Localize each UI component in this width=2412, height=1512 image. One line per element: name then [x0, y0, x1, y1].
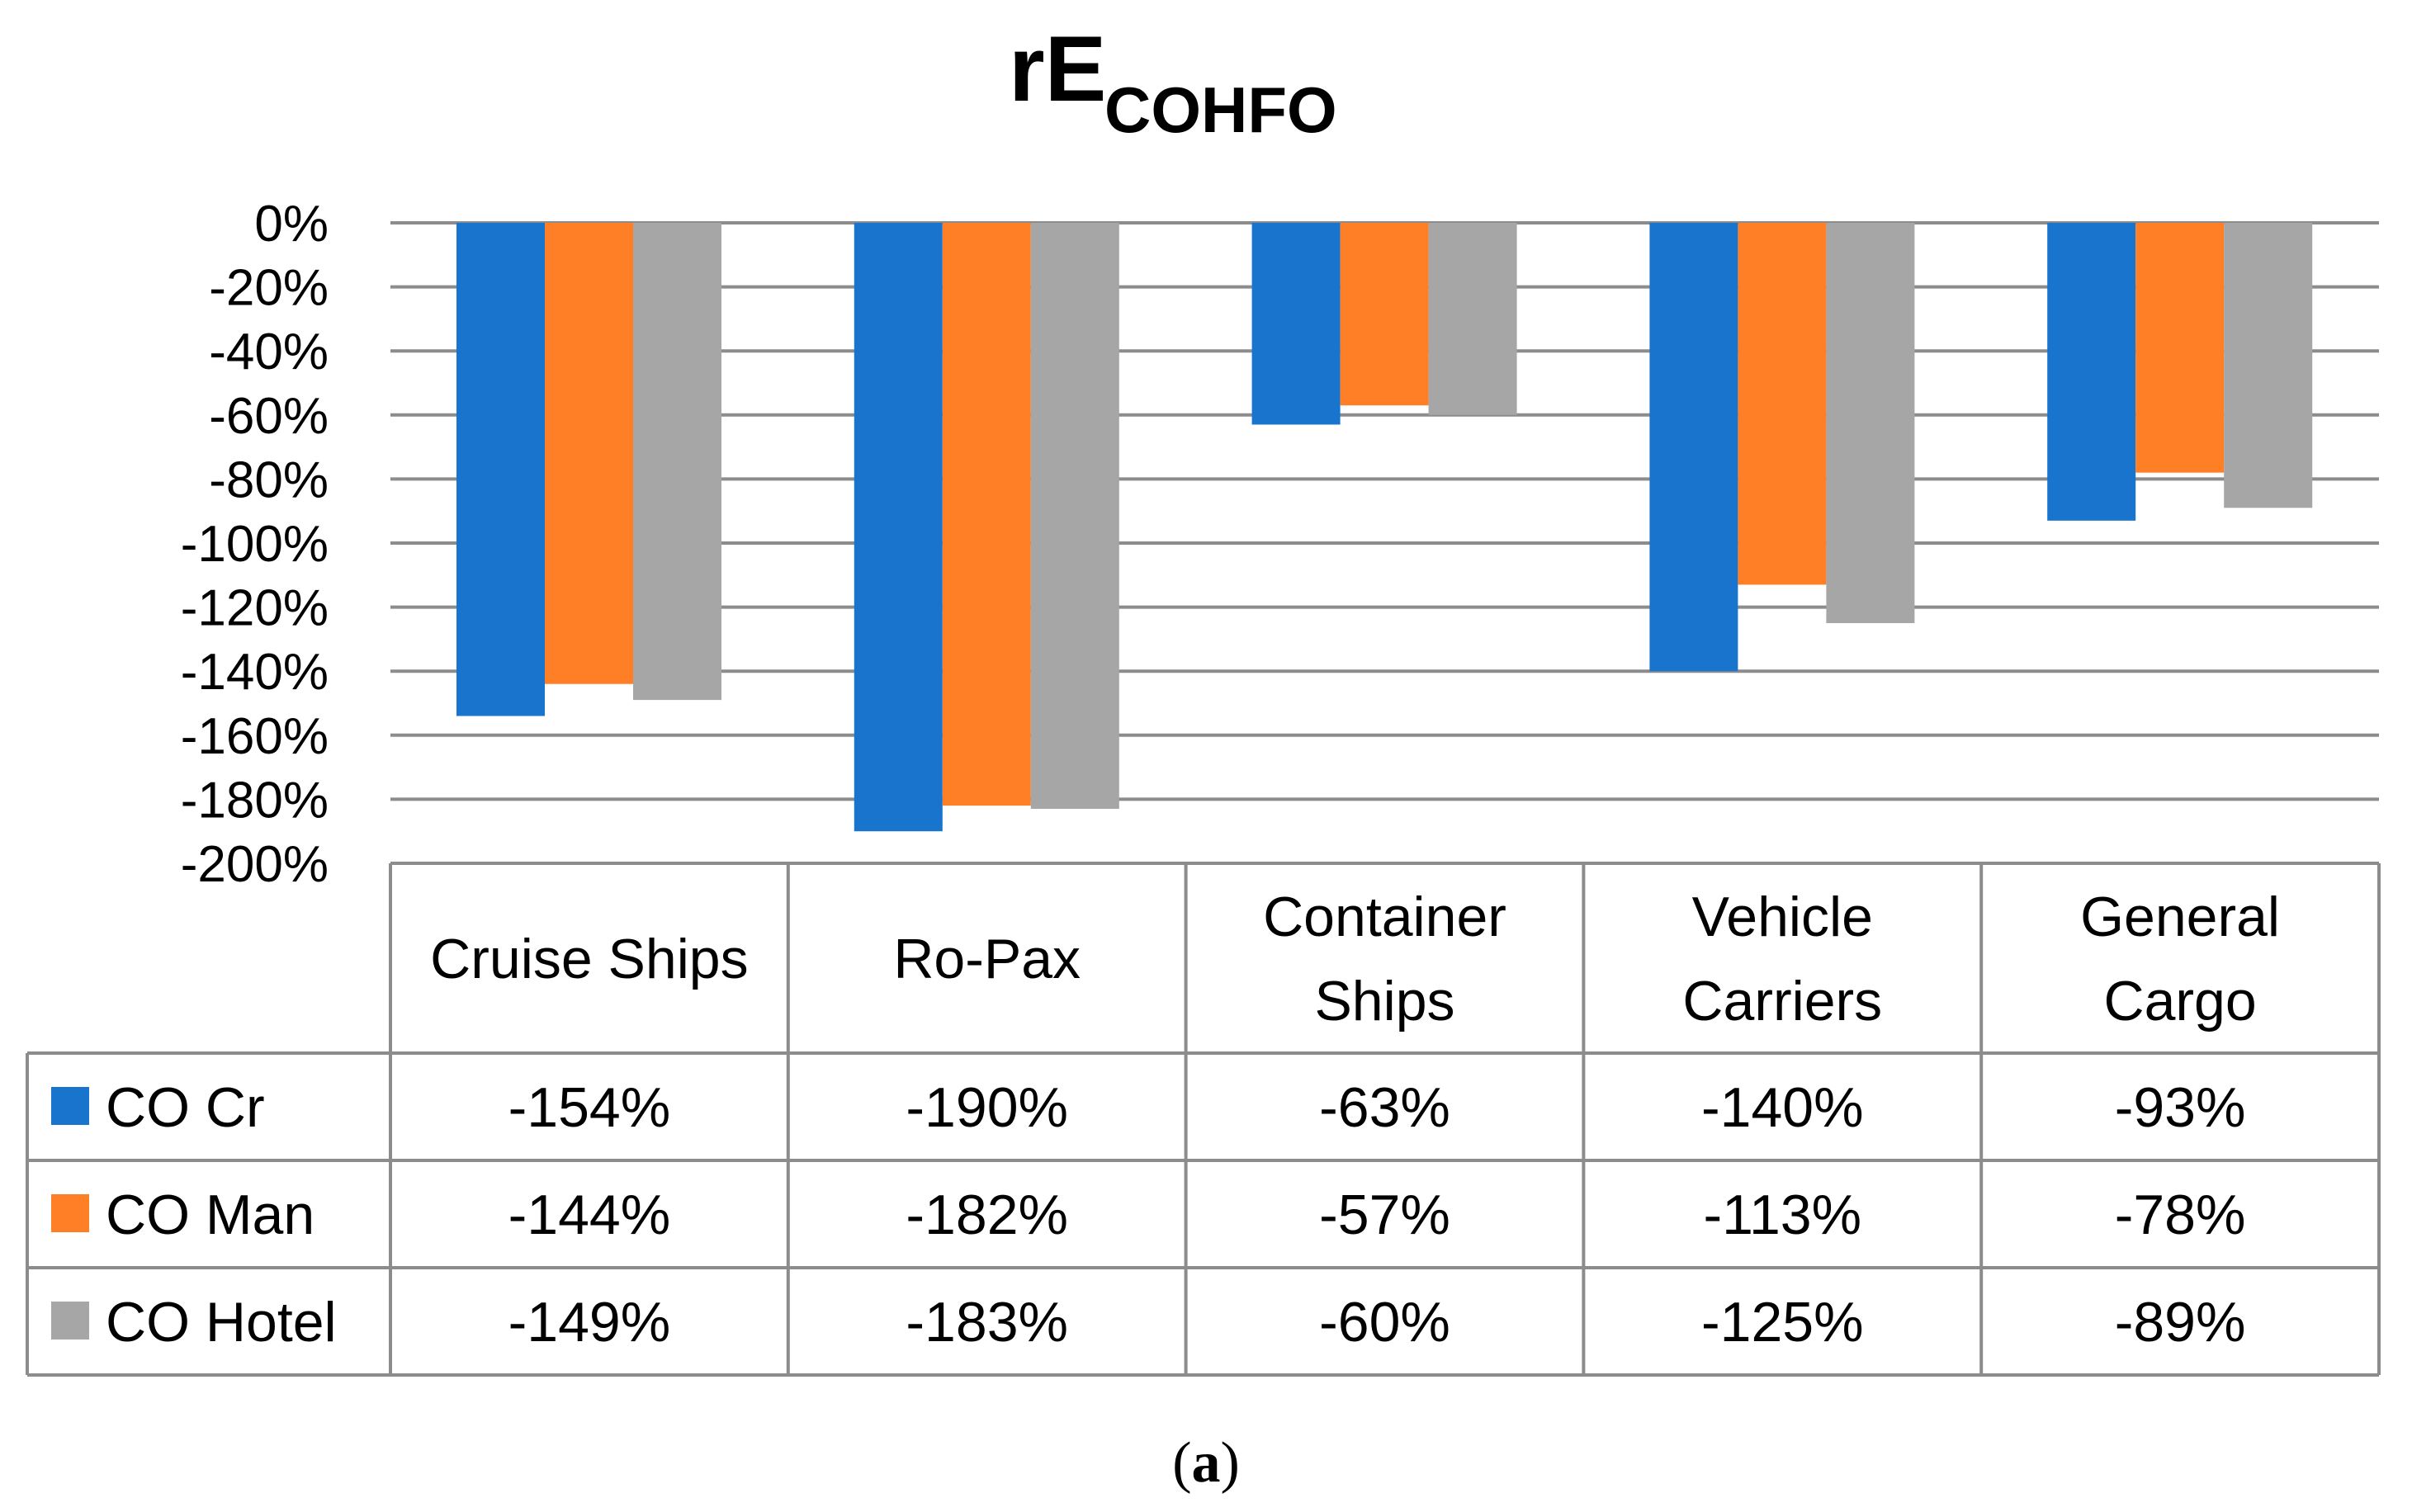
bar-3-2	[1030, 223, 1119, 810]
bar-2-5	[2135, 223, 2225, 473]
table-cell-value: -182%	[906, 1184, 1068, 1246]
y-tick-label: -60%	[209, 388, 329, 445]
bar-1-1	[456, 223, 545, 716]
table-cell-value: -140%	[1701, 1076, 1864, 1139]
bars	[456, 223, 2313, 832]
bar-1-2	[854, 223, 943, 832]
table-cell-value: -93%	[2115, 1076, 2246, 1139]
table-cell-value: -89%	[2115, 1291, 2246, 1354]
bar-2-1	[545, 223, 633, 684]
table-cell-value: -125%	[1701, 1291, 1864, 1354]
category-label: Cruise Ships	[430, 928, 749, 990]
y-tick-label: -120%	[181, 580, 329, 637]
table-cell-value: -183%	[906, 1291, 1068, 1354]
category-label: Ships	[1314, 970, 1454, 1032]
category-label: Ro-Pax	[893, 928, 1081, 990]
y-tick-label: -180%	[181, 772, 329, 829]
legend-label: CO Cr	[106, 1076, 265, 1139]
bar-1-5	[2047, 223, 2136, 521]
bar-3-4	[1826, 223, 1915, 623]
category-label: Vehicle	[1692, 886, 1873, 948]
bar-3-3	[1428, 223, 1517, 415]
legend-label: CO Hotel	[106, 1291, 337, 1354]
gridlines	[390, 221, 2379, 865]
figure-caption: (a)	[1172, 1431, 1240, 1495]
bar-3-1	[633, 223, 721, 701]
y-tick-label: -200%	[181, 836, 329, 893]
bar-1-3	[1251, 223, 1341, 425]
table-cell-value: -144%	[508, 1184, 671, 1246]
table-cell-value: -113%	[1704, 1184, 1862, 1246]
table-cell-value: -190%	[906, 1076, 1068, 1139]
table-cell-value: -63%	[1319, 1076, 1450, 1139]
chart-title: rE COHFO	[1009, 17, 1337, 146]
y-tick-label: -160%	[181, 708, 329, 765]
table-cell-value: -149%	[508, 1291, 671, 1354]
data-table: Cruise Ships Ro-Pax Container Ships Vehicle C…	[26, 863, 2381, 1377]
y-tick-label: 0%	[254, 196, 329, 253]
table-cell-value: -57%	[1319, 1184, 1450, 1246]
category-label: General	[2080, 886, 2280, 948]
table-cell-value: -154%	[508, 1076, 671, 1139]
table-cell-value: -60%	[1319, 1291, 1450, 1354]
bar-2-2	[942, 223, 1031, 806]
y-tick-label: -140%	[181, 644, 329, 701]
bar-3-5	[2224, 223, 2313, 508]
legend-label: CO Man	[106, 1184, 315, 1246]
legend-swatch	[51, 1302, 89, 1340]
y-tick-label: -40%	[209, 324, 329, 380]
chart-title-main: rE	[1009, 17, 1106, 120]
category-label: Carriers	[1682, 970, 1882, 1032]
category-label: Container	[1263, 886, 1506, 948]
y-tick-label: -100%	[181, 516, 329, 573]
legend-swatch	[51, 1087, 89, 1125]
bar-2-3	[1340, 223, 1429, 406]
y-tick-label: -20%	[209, 260, 329, 317]
category-label: Cargo	[2103, 970, 2256, 1032]
chart-title-subscript: COHFO	[1104, 73, 1337, 146]
table-cell-value: -78%	[2115, 1184, 2246, 1246]
y-axis-tick-labels: 0% -20% -40% -60% -80% -100% -120% -140% -160% -1…	[181, 196, 329, 893]
bar-2-4	[1738, 223, 1827, 585]
y-tick-label: -80%	[209, 451, 329, 508]
legend-swatch	[51, 1194, 89, 1232]
bar-1-4	[1649, 223, 1738, 672]
